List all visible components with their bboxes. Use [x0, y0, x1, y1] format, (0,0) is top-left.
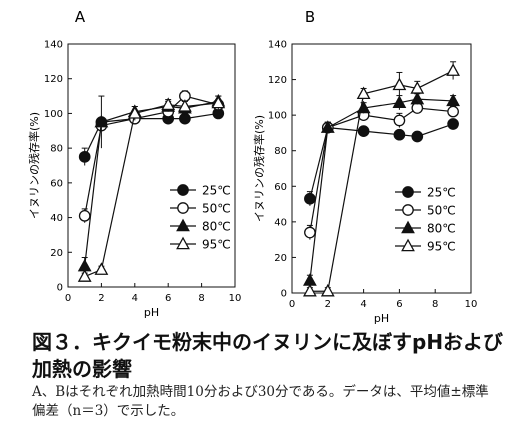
series-line — [309, 98, 454, 281]
plot-area — [67, 43, 236, 288]
figure-note: A、Bはそれぞれ加熱時間10分および30分である。データは、平均値±標準偏差（n… — [32, 384, 489, 419]
x-tick-label: 10 — [229, 293, 242, 304]
data-point — [411, 130, 424, 143]
data-point — [94, 262, 109, 275]
series-line — [309, 123, 454, 199]
legend-label: 25℃ — [202, 184, 231, 198]
y-axis-label: イヌリンの残存率(%) — [27, 112, 41, 219]
figure-title: 図３．キクイモ粉末中のイヌリンに及ぼすpHおよび加熱の影響 — [32, 330, 504, 381]
x-tick-label: 0 — [289, 299, 295, 310]
legend-marker — [401, 238, 415, 252]
series-line — [309, 70, 454, 292]
legend-label: 80℃ — [427, 222, 456, 236]
data-point — [446, 63, 460, 76]
legend-label: 80℃ — [202, 220, 231, 234]
x-axis-label: pH — [374, 312, 389, 325]
x-tick-label: 4 — [360, 299, 366, 310]
legend: 25℃ 50℃ 80℃ 95℃ — [395, 186, 456, 254]
series-2 — [303, 91, 460, 286]
legend-marker — [177, 202, 189, 214]
data-point — [304, 192, 316, 205]
data-point — [356, 86, 371, 100]
x-tick-label: 2 — [98, 293, 104, 304]
panel-label: B — [305, 8, 315, 26]
data-point — [78, 150, 91, 163]
data-point — [78, 209, 91, 222]
data-point — [393, 114, 406, 127]
data-point — [410, 91, 425, 105]
y-tick-label: 80 — [274, 146, 287, 157]
legend-label: 50℃ — [202, 202, 231, 216]
data-point — [447, 118, 459, 130]
y-tick-label: 80 — [50, 144, 63, 155]
x-tick-label: 6 — [396, 299, 402, 310]
data-point — [357, 125, 370, 137]
legend: 25℃ 50℃ 80℃ 95℃ — [170, 184, 231, 252]
y-tick-label: 120 — [44, 74, 63, 85]
legend-marker — [401, 220, 415, 234]
data-point — [446, 93, 460, 107]
series-line — [309, 107, 454, 233]
y-tick-label: 40 — [274, 217, 287, 228]
data-point — [410, 81, 425, 94]
data-point — [303, 273, 317, 286]
y-tick-label: 60 — [50, 178, 63, 189]
series-line — [84, 95, 219, 216]
legend-label: 95℃ — [427, 240, 456, 254]
series-3 — [77, 95, 226, 282]
legend-marker — [402, 204, 414, 216]
series-0 — [304, 118, 459, 206]
y-tick-label: 120 — [268, 75, 287, 86]
x-tick-label: 8 — [432, 299, 438, 310]
data-point — [303, 283, 317, 297]
panel-label: A — [75, 8, 86, 26]
data-point — [94, 114, 109, 128]
legend-marker — [176, 218, 190, 232]
legend-label: 50℃ — [427, 204, 456, 218]
data-point — [320, 120, 335, 133]
data-point — [304, 226, 316, 239]
data-point — [392, 95, 407, 108]
series-3 — [303, 61, 460, 297]
y-tick-label: 40 — [50, 213, 63, 224]
legend-label: 25℃ — [427, 186, 456, 200]
y-tick-label: 140 — [268, 40, 287, 51]
plot-area — [291, 43, 472, 294]
data-point — [77, 269, 92, 282]
data-point — [161, 97, 176, 110]
legend-marker — [402, 186, 414, 198]
data-point — [392, 77, 407, 91]
x-tick-label: 8 — [198, 293, 204, 304]
data-point — [320, 283, 335, 297]
x-tick-label: 2 — [325, 299, 331, 310]
y-tick-label: 140 — [44, 40, 63, 51]
y-tick-label: 100 — [44, 109, 63, 120]
x-tick-label: 0 — [65, 293, 71, 304]
x-tick-label: 10 — [465, 299, 478, 310]
panel-b: B 0 20 40 60 80 100 120 140 0 2 4 6 8 10 pH イヌリンの残存率(%) 2… — [252, 8, 477, 325]
data-point — [77, 258, 92, 272]
x-axis-label: pH — [144, 306, 159, 319]
data-point — [447, 105, 459, 118]
data-point — [211, 95, 226, 109]
y-tick-label: 0 — [281, 289, 287, 300]
y-tick-label: 20 — [274, 253, 287, 264]
data-point — [393, 128, 406, 141]
panel-a: A 0 20 40 60 80 100 120 140 0 2 4 6 8 10 pH イヌリンの残存率(%) 2… — [27, 8, 241, 319]
legend-marker — [176, 236, 190, 250]
y-tick-label: 100 — [268, 111, 287, 122]
data-point — [178, 99, 192, 112]
legend-marker — [177, 184, 189, 196]
y-tick-label: 0 — [57, 283, 63, 294]
y-tick-label: 60 — [274, 182, 287, 193]
y-tick-label: 20 — [50, 248, 63, 259]
x-tick-label: 4 — [132, 293, 138, 304]
x-tick-label: 6 — [165, 293, 171, 304]
y-axis-label: イヌリンの残存率(%) — [252, 115, 266, 222]
legend-label: 95℃ — [202, 238, 231, 252]
data-point — [127, 106, 142, 119]
